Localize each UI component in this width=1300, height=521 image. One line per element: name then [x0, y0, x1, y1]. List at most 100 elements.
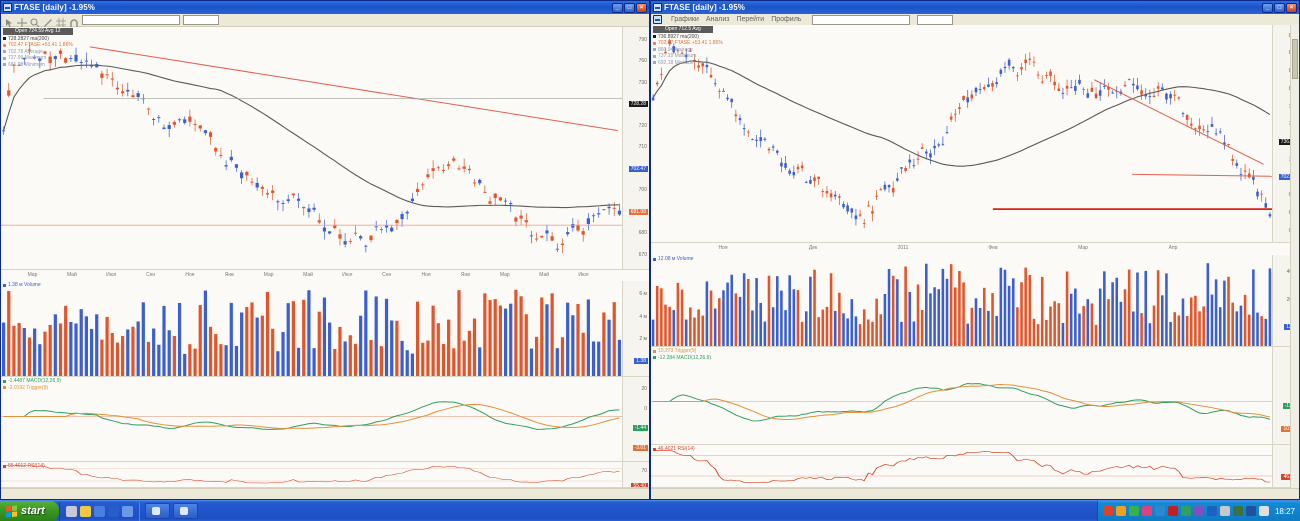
candle-body — [1227, 144, 1230, 145]
menu-item-graphs[interactable]: Графики — [671, 16, 699, 23]
disk-icon[interactable] — [1232, 506, 1243, 516]
right-price-pane[interactable]: Open 712.5 Avg 736.8927 ma(200) 702.47 F… — [651, 25, 1299, 243]
shield-icon[interactable] — [1115, 506, 1126, 516]
left-volume-plot[interactable] — [1, 281, 622, 376]
minimize-button[interactable]: _ — [612, 2, 623, 13]
volume-bar — [597, 341, 601, 376]
menu-item-analysis[interactable]: Анализ — [705, 16, 730, 23]
right-vertical-scrollbar[interactable] — [1290, 25, 1299, 488]
left-price-axis[interactable]: 790 760 730 728.28 720 710 702.47 700 681.98 680 6… — [622, 27, 649, 269]
period-select[interactable] — [917, 14, 954, 25]
media-icon[interactable] — [107, 505, 119, 517]
menu-item-goto[interactable]: Перейти — [736, 16, 765, 23]
left-toolbar[interactable] — [1, 14, 649, 28]
left-chart-window[interactable]: FTASE [daily] -1.95% _ □ × — [0, 0, 650, 500]
left-chart-area[interactable]: Open 724.59 Avg 12 728.2827 ma(200) 702.… — [1, 27, 649, 488]
candle-body — [172, 121, 176, 125]
right-macd-pane[interactable]: 10.273 Trigger(9) -12.284 MACD(12,26,9) … — [651, 347, 1299, 445]
battery-icon[interactable] — [1193, 506, 1204, 516]
right-volume-plot[interactable] — [651, 255, 1272, 346]
quick-launch-bar[interactable] — [58, 501, 140, 521]
sync-icon[interactable] — [1219, 506, 1230, 516]
right-window-titlebar[interactable]: FTASE [daily] -1.95% _ □ × — [651, 1, 1299, 14]
left-price-pane[interactable]: Open 724.59 Avg 12 728.2827 ma(200) 702.… — [1, 27, 649, 270]
candle-body — [879, 189, 883, 191]
left-macd-plot[interactable] — [1, 377, 622, 461]
right-price-plot[interactable] — [651, 25, 1272, 242]
taskbar[interactable]: start 18:27 — [0, 500, 1300, 521]
close-button[interactable]: × — [636, 2, 647, 13]
left-macd-pane[interactable]: -1.4487 MACD(12,26,9) -3.0192 Trigger(9)… — [1, 377, 649, 462]
candle-body — [825, 190, 829, 194]
volume-icon[interactable] — [1102, 506, 1113, 516]
system-tray[interactable]: 18:27 — [1096, 500, 1300, 521]
minimize-button[interactable]: _ — [1262, 2, 1273, 13]
candle-body — [995, 82, 998, 85]
taskbar-clock[interactable]: 18:27 — [1274, 506, 1295, 516]
mail-icon[interactable] — [1245, 506, 1256, 516]
left-macd-axis[interactable]: 20 0 -1.44 -3.01 — [622, 377, 649, 461]
crosshair-icon[interactable] — [17, 15, 27, 28]
pencil-icon[interactable] — [43, 15, 53, 27]
scrollbar-thumb[interactable] — [1292, 39, 1298, 79]
right-volume-pane[interactable]: 12.08 м Volume 40 м20 м12.0 — [651, 255, 1299, 347]
volume-bar — [307, 290, 311, 376]
magnet-icon[interactable] — [69, 15, 79, 27]
right-chart-window[interactable]: FTASE [daily] -1.95% _ □ × Графики Анали… — [650, 0, 1300, 500]
usb-icon[interactable] — [1206, 506, 1217, 516]
printer-icon[interactable] — [1180, 506, 1191, 516]
left-volume-axis[interactable]: 6 м 4 м 2 м 1.38 — [622, 281, 649, 376]
right-rsi-pane[interactable]: 46.4021 RSI(14) 7046.4030 — [651, 445, 1299, 488]
cursor-icon[interactable] — [4, 15, 14, 27]
volume-bar — [1247, 314, 1251, 346]
clock-icon[interactable] — [1258, 506, 1269, 516]
period-select[interactable] — [183, 15, 219, 25]
right-menubar[interactable]: Графики Анализ Перейти Профиль — [651, 14, 1299, 25]
chart-window-icon — [3, 3, 12, 12]
antivirus-icon[interactable] — [1154, 506, 1165, 516]
volume-bar — [421, 342, 425, 376]
menu-item-profile[interactable]: Профиль — [771, 16, 802, 23]
browser-icon[interactable] — [121, 505, 133, 517]
taskbar-item[interactable] — [172, 503, 198, 519]
right-rsi-plot[interactable] — [651, 445, 1272, 487]
candle-body — [1214, 133, 1218, 135]
x-axis-label: Янв — [224, 272, 234, 278]
volume-bar — [1223, 280, 1226, 346]
axis-tick: 2 м — [639, 336, 647, 343]
volume-bar — [978, 307, 982, 346]
network-icon[interactable] — [1128, 506, 1139, 516]
right-window-buttons[interactable]: _ □ × — [1262, 2, 1297, 13]
maximize-button[interactable]: □ — [1274, 2, 1285, 13]
left-volume-pane[interactable]: 1.38 м Volume 6 м 4 м 2 м 1.38 — [1, 281, 649, 377]
volume-bar — [1036, 324, 1040, 346]
taskbar-item[interactable] — [144, 503, 170, 519]
update-icon[interactable] — [1141, 506, 1152, 516]
task-list[interactable] — [140, 503, 198, 519]
folder-icon[interactable] — [79, 505, 91, 517]
pencil-icon[interactable] — [65, 505, 77, 517]
symbol-input[interactable] — [812, 14, 911, 25]
help-icon[interactable] — [93, 505, 105, 517]
left-window-buttons[interactable]: _ □ × — [612, 2, 647, 13]
candle-body — [1132, 83, 1135, 86]
symbol-input[interactable] — [82, 15, 180, 25]
maximize-button[interactable]: □ — [624, 2, 635, 13]
left-window-titlebar[interactable]: FTASE [daily] -1.95% _ □ × — [1, 1, 649, 14]
left-x-axis-labels: Мар Май Июл Сен Ноя Янв Мар Май Июл Сен Ноя Янв Мар М… — [1, 270, 622, 281]
close-button[interactable]: × — [1286, 2, 1297, 13]
left-rsi-plot[interactable] — [1, 462, 622, 487]
messenger-icon[interactable] — [1167, 506, 1178, 516]
zoom-icon[interactable] — [30, 15, 40, 28]
right-macd-plot[interactable] — [651, 347, 1272, 444]
right-chart-area[interactable]: Open 712.5 Avg 736.8927 ma(200) 702.47 F… — [651, 25, 1299, 488]
start-button[interactable]: start — [0, 500, 59, 521]
grid-icon[interactable] — [56, 15, 66, 28]
volume-bar — [343, 341, 347, 376]
candle-body — [974, 87, 978, 93]
volume-bar — [260, 315, 264, 376]
volume-bar — [214, 334, 218, 376]
left-price-plot[interactable] — [1, 27, 622, 269]
